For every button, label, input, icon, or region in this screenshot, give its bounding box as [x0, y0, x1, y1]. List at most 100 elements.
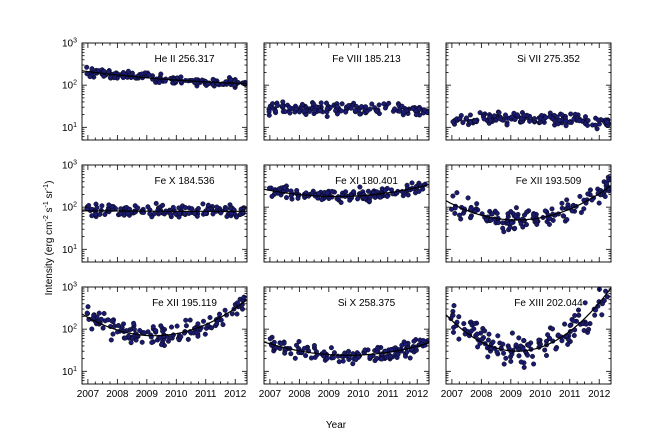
data-point [200, 318, 206, 324]
data-point [599, 312, 605, 318]
data-point [288, 351, 294, 357]
data-point [324, 106, 330, 112]
data-point [583, 114, 589, 120]
data-point [508, 209, 514, 215]
data-point [297, 109, 303, 115]
x-tick-label: 2010 [165, 389, 188, 400]
data-point [149, 340, 155, 346]
data-point [129, 335, 135, 341]
data-point [379, 356, 385, 362]
y-tick-label: 102 [62, 202, 77, 214]
data-point [367, 194, 373, 200]
data-point [176, 211, 182, 217]
data-point [122, 335, 128, 341]
data-point [468, 215, 474, 221]
data-point [407, 355, 413, 361]
data-point [330, 355, 336, 361]
data-point [280, 99, 286, 105]
data-point [233, 214, 239, 220]
data-point [416, 188, 422, 194]
data-point [94, 205, 100, 211]
x-tick-label: 2012 [224, 389, 247, 400]
data-point [531, 361, 537, 367]
y-tick-label-exponent: 3 [73, 38, 77, 45]
data-point [183, 317, 189, 323]
x-axis-label: Year [326, 420, 347, 431]
data-point [555, 332, 561, 338]
data-point [495, 220, 501, 226]
data-point [472, 118, 478, 124]
data-point [282, 185, 288, 191]
data-point [399, 103, 405, 109]
data-point [486, 331, 492, 337]
data-point [194, 330, 200, 336]
data-point [100, 325, 106, 331]
data-point [468, 206, 474, 212]
data-point [157, 335, 163, 341]
fit-curve [263, 341, 430, 356]
data-point [367, 354, 373, 360]
fit-curve [81, 70, 247, 85]
data-point [542, 208, 548, 214]
data-point [86, 202, 92, 208]
panel-title: Fe XIII 202.044 [514, 298, 583, 309]
data-point [475, 344, 481, 350]
data-point [375, 345, 381, 351]
data-point [582, 300, 588, 306]
data-point [353, 357, 359, 363]
panel-fe-xiii-202-044: 2007 2008 2009 2010 2011 2012 Fe XIII 202.044 [441, 286, 612, 400]
data-point [565, 202, 571, 208]
y-tick-label-exponent: 2 [73, 202, 77, 209]
data-point [361, 192, 367, 198]
data-point [468, 119, 474, 125]
data-point [526, 342, 532, 348]
data-point [576, 307, 582, 313]
data-point [585, 191, 591, 197]
panel-title: Fe XII 193.509 [516, 176, 582, 187]
data-point [490, 339, 496, 345]
data-point [460, 120, 466, 126]
data-point [351, 189, 357, 195]
data-point [494, 349, 500, 355]
data-point [513, 213, 519, 219]
data-point [295, 195, 301, 201]
data-point [223, 206, 229, 212]
y-axis-label-text: ) [44, 181, 55, 184]
data-point [422, 107, 428, 113]
data-point [137, 328, 143, 334]
data-point [195, 205, 201, 211]
data-point [527, 118, 533, 124]
data-point [131, 326, 137, 332]
y-tick-label: 103 [62, 282, 77, 294]
data-point [489, 211, 495, 217]
data-point [133, 209, 139, 215]
data-point [311, 101, 317, 107]
data-point [501, 350, 507, 356]
y-axis-label-text: s [44, 207, 55, 215]
data-point [471, 321, 477, 327]
data-point [317, 108, 323, 114]
panel-title: Fe X 184.536 [154, 176, 214, 187]
y-tick-label: 101 [62, 244, 77, 256]
data-point [501, 361, 507, 367]
data-point [461, 321, 467, 327]
fit-curve [445, 287, 612, 352]
data-point [530, 353, 536, 359]
x-tick-label: 2008 [288, 389, 311, 400]
data-point [115, 323, 121, 329]
scatter-points [84, 294, 247, 349]
data-point [377, 194, 383, 200]
data-point [497, 116, 503, 122]
data-point [110, 331, 116, 337]
data-point [87, 74, 93, 80]
data-point [325, 190, 331, 196]
y-tick-label-exponent: 1 [73, 244, 77, 251]
data-point [278, 341, 284, 347]
panel-title: Fe XI 180.401 [335, 176, 398, 187]
data-point [553, 346, 559, 352]
y-tick-label-base: 10 [62, 245, 74, 256]
data-point [503, 112, 509, 118]
data-point [521, 364, 527, 370]
data-point [583, 321, 589, 327]
